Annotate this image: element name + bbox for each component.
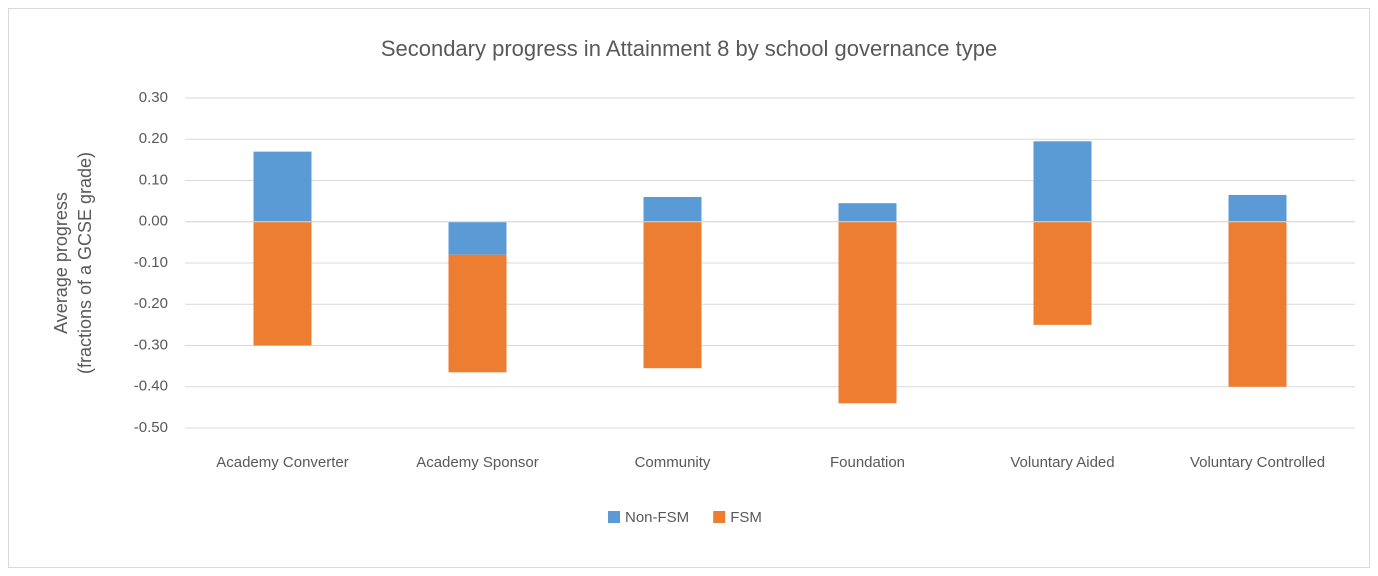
bar <box>1033 221 1092 325</box>
y-tick-label: 0.10 <box>139 171 168 188</box>
bar <box>1228 194 1287 222</box>
bar <box>1033 141 1092 222</box>
bar <box>448 254 507 373</box>
bar <box>838 221 897 404</box>
y-tick-label: -0.10 <box>134 254 168 271</box>
y-tick-label: -0.20 <box>134 295 168 312</box>
bar <box>253 151 312 222</box>
y-tick-label: 0.30 <box>139 89 168 106</box>
y-tick-label: 0.00 <box>139 213 168 230</box>
legend-label: FSM <box>730 509 762 526</box>
y-tick-label: -0.30 <box>134 336 168 353</box>
legend-swatch <box>713 511 726 523</box>
x-tick-label: Foundation <box>830 454 905 471</box>
bar <box>448 221 507 255</box>
y-axis-title: (fractions of a GCSE grade) <box>75 152 95 374</box>
y-tick-label: 0.20 <box>139 130 168 147</box>
x-tick-label: Academy Sponsor <box>416 454 539 471</box>
legend-label: Non-FSM <box>625 509 689 526</box>
bar <box>643 197 702 222</box>
bar <box>643 221 702 369</box>
y-tick-label: -0.50 <box>134 419 168 436</box>
bar <box>253 221 312 346</box>
bar <box>838 203 897 222</box>
x-tick-label: Voluntary Aided <box>1010 454 1114 471</box>
bar <box>1228 221 1287 387</box>
x-tick-label: Academy Converter <box>216 454 349 471</box>
x-tick-label: Community <box>635 454 711 471</box>
legend-swatch <box>608 511 620 523</box>
y-tick-label: -0.40 <box>134 378 168 395</box>
y-axis-title: Average progress <box>51 192 71 334</box>
chart-title: Secondary progress in Attainment 8 by sc… <box>381 36 997 61</box>
x-tick-label: Voluntary Controlled <box>1190 454 1325 471</box>
